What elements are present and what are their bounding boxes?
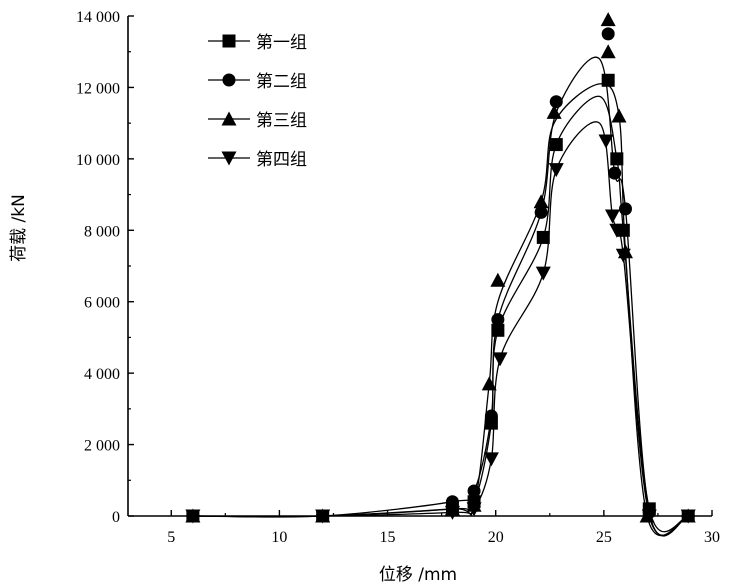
data-point-series-1	[601, 73, 615, 87]
y-tick-label: 12 000	[76, 80, 120, 97]
data-point-series-2	[618, 202, 632, 216]
legend-item-1: 第一组	[208, 33, 307, 53]
x-tick-label: 20	[488, 529, 504, 546]
data-point-series-3	[600, 12, 616, 27]
data-point-series-1	[536, 230, 550, 244]
data-point-series-3	[481, 376, 497, 391]
data-point-series-2	[608, 166, 622, 180]
data-point-series-1	[491, 323, 505, 337]
data-point-series-2	[549, 95, 563, 109]
data-point-series-4	[598, 134, 614, 149]
data-point-series-4	[492, 352, 508, 367]
x-tick-label: 30	[704, 529, 720, 546]
data-point-series-4	[444, 505, 460, 520]
legend-marker	[222, 34, 236, 48]
y-tick-label: 2 000	[84, 438, 120, 455]
legend-label: 第三组	[256, 111, 307, 131]
data-point-series-4	[535, 266, 551, 281]
y-axis-title: 荷载 /kN	[9, 194, 29, 262]
data-point-series-1	[610, 152, 624, 166]
data-point-series-4	[548, 163, 564, 178]
data-point-series-4	[615, 248, 631, 263]
legend-item-2: 第二组	[208, 72, 307, 92]
legend-marker	[221, 111, 237, 126]
legend-marker	[221, 151, 237, 166]
x-tick-label: 15	[380, 529, 396, 546]
data-point-series-4	[609, 223, 625, 238]
axes-layer: 5 10 15 20 25 30 0 2 000 4 000 6 000 8 000 10 000 12…	[76, 9, 720, 546]
y-tick-label: 6 000	[84, 295, 120, 312]
legend-label: 第四组	[256, 150, 307, 170]
legend-item-4: 第四组	[208, 150, 307, 170]
legend-item-3: 第三组	[208, 111, 307, 131]
x-tick-label: 10	[271, 529, 287, 546]
data-point-series-4	[466, 502, 482, 517]
legend-label: 第一组	[256, 33, 307, 53]
data-point-series-4	[605, 209, 621, 224]
data-point-series-2	[534, 205, 548, 219]
y-tick-label: 4 000	[84, 366, 120, 383]
legend-label: 第二组	[256, 72, 307, 92]
y-tick-label: 10 000	[76, 152, 120, 169]
y-tick-label: 8 000	[84, 223, 120, 240]
data-point-series-3	[490, 272, 506, 287]
data-point-series-2	[491, 313, 505, 327]
data-point-series-1	[549, 138, 563, 152]
x-tick-label: 5	[167, 529, 175, 546]
data-point-series-3	[600, 44, 616, 59]
x-tick-label: 25	[596, 529, 612, 546]
data-point-series-3	[611, 108, 627, 123]
y-tick-label: 14 000	[76, 9, 120, 26]
data-point-series-2	[601, 27, 615, 41]
data-point-series-2	[467, 484, 481, 498]
x-axis-title: 位移 /mm	[379, 565, 457, 585]
data-point-series-2	[484, 409, 498, 423]
series-line-4	[192, 121, 689, 536]
legend-marker	[222, 73, 236, 87]
data-point-series-3	[546, 104, 562, 119]
data-point-series-4	[483, 452, 499, 467]
data-point-series-3	[533, 194, 549, 209]
y-tick-label: 0	[112, 509, 120, 526]
